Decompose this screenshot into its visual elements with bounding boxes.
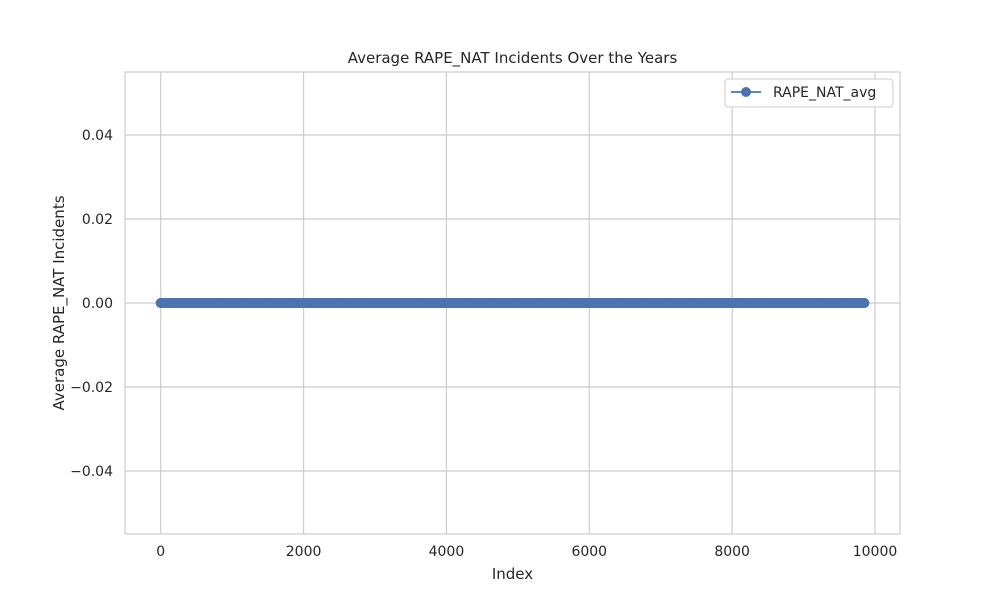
y-axis-label: Average RAPE_NAT Incidents xyxy=(50,195,69,410)
x-tick-label: 6000 xyxy=(571,544,607,560)
x-tick-label: 2000 xyxy=(286,544,322,560)
plot-area-frame xyxy=(124,71,901,535)
y-tick-labels: −0.04 −0.02 0.00 0.02 0.04 xyxy=(70,128,113,480)
x-axis-label: Index xyxy=(492,565,533,583)
chart-title: Average RAPE_NAT Incidents Over the Year… xyxy=(348,49,678,68)
x-tick-label: 8000 xyxy=(714,544,750,560)
legend-entry-label: RAPE_NAT_avg xyxy=(773,85,876,101)
series-layer xyxy=(155,298,870,308)
x-tick-label: 10000 xyxy=(853,544,898,560)
x-tick-labels: 0 2000 4000 6000 8000 10000 xyxy=(156,544,897,560)
series-points-RAPE_NAT_avg xyxy=(155,298,870,308)
x-tick-label: 0 xyxy=(156,544,165,560)
legend-marker-icon xyxy=(741,87,751,97)
data-point xyxy=(859,298,870,308)
y-tick-label: 0.00 xyxy=(82,296,113,312)
y-tick-label: −0.04 xyxy=(70,464,113,480)
y-tick-label: 0.02 xyxy=(82,212,113,228)
x-tick-label: 4000 xyxy=(429,544,465,560)
legend-box xyxy=(724,78,894,108)
legend: RAPE_NAT_avg xyxy=(724,78,894,108)
y-tick-label: −0.02 xyxy=(70,380,113,396)
y-tick-label: 0.04 xyxy=(82,128,113,144)
